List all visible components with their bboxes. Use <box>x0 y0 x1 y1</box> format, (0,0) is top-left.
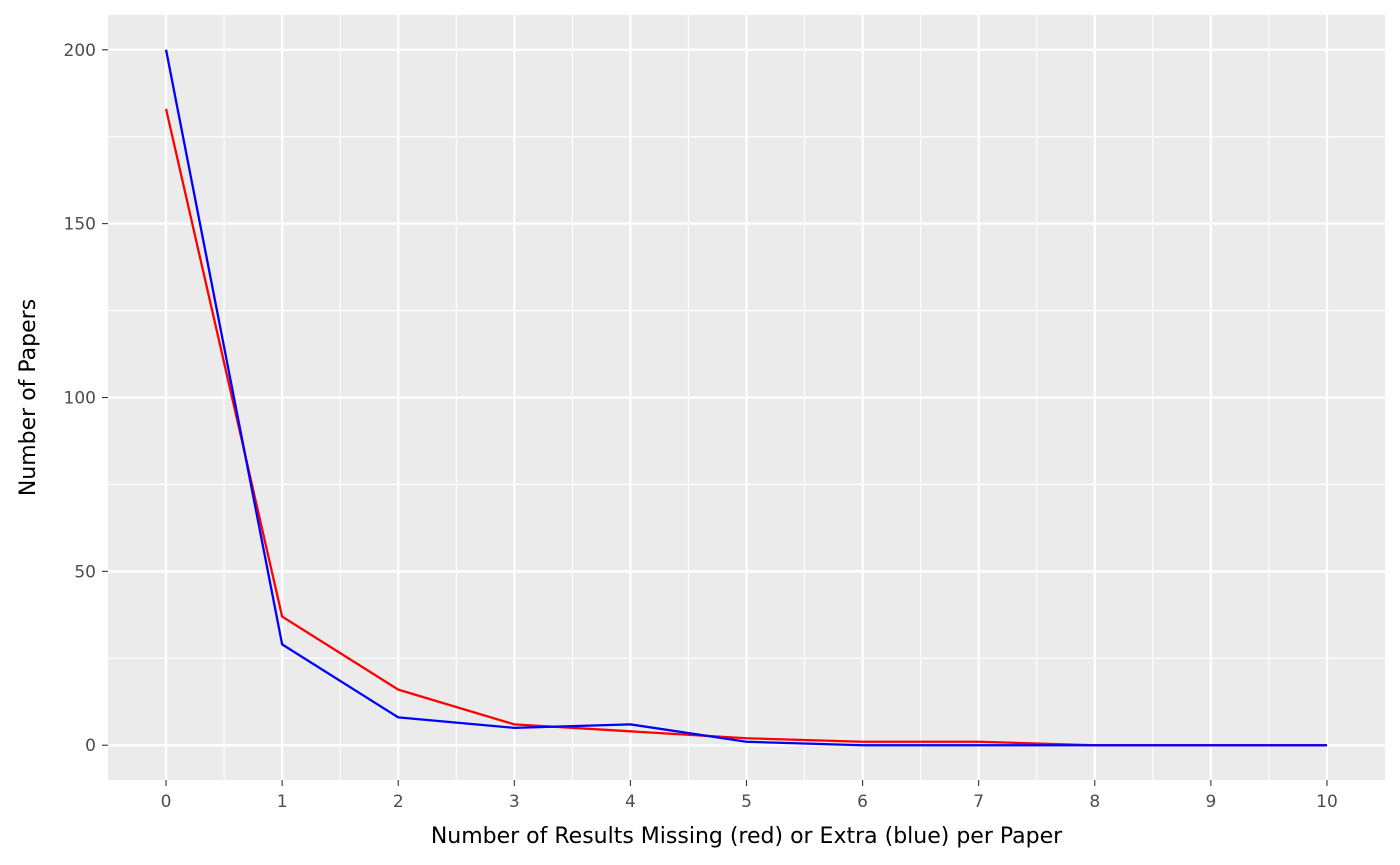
series-line-2 <box>164 49 1327 747</box>
y-tick-label: 0 <box>85 736 96 756</box>
y-axis-title: Number of Papers <box>16 299 41 496</box>
x-axis-title: Number of Results Missing (red) or Extra… <box>431 824 1063 849</box>
x-tick-label: 6 <box>857 792 868 812</box>
x-tick-label: 2 <box>393 792 404 812</box>
x-axis: 0 1 2 3 4 5 6 7 8 9 10 <box>161 780 1338 812</box>
series-layer <box>164 49 1327 747</box>
x-tick-label: 10 <box>1316 792 1338 812</box>
x-tick-label: 7 <box>973 792 984 812</box>
x-tick-label: 3 <box>509 792 520 812</box>
y-tick-label: 200 <box>64 41 96 61</box>
y-tick-label: 50 <box>74 562 96 582</box>
x-tick-label: 9 <box>1205 792 1216 812</box>
x-tick-label: 8 <box>1089 792 1100 812</box>
y-axis: 0 50 100 150 200 <box>64 41 108 756</box>
y-tick-label: 150 <box>64 215 96 235</box>
x-tick-label: 0 <box>161 792 172 812</box>
x-tick-label: 5 <box>741 792 752 812</box>
x-tick-label: 4 <box>625 792 636 812</box>
y-tick-label: 100 <box>64 389 96 409</box>
x-tick-label: 1 <box>277 792 288 812</box>
